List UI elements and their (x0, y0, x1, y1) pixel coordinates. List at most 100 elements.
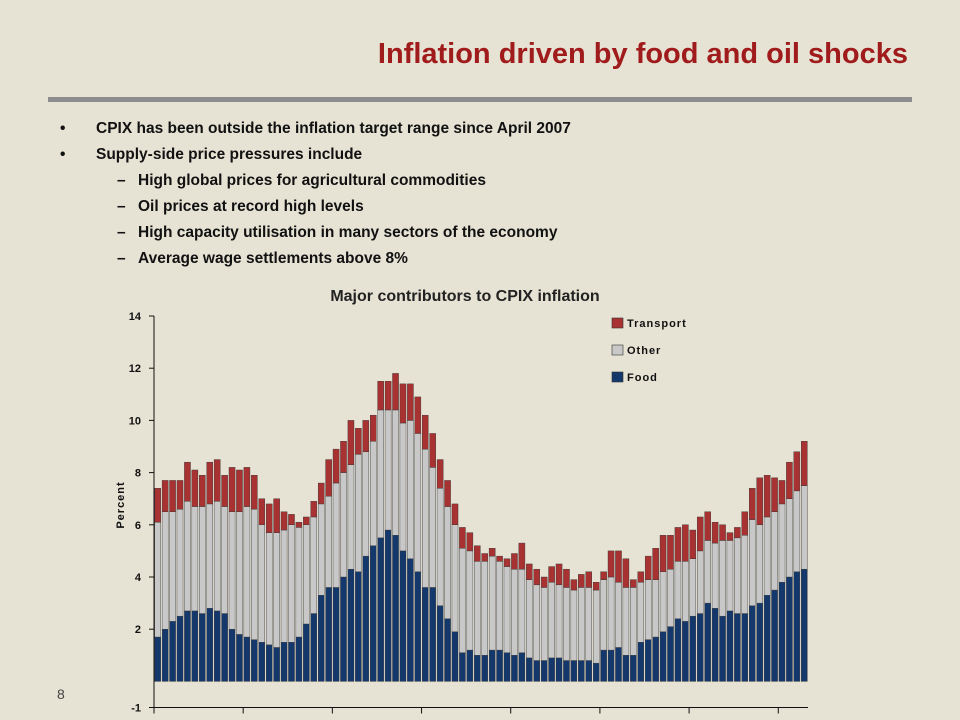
other-bar (644, 579, 652, 640)
food-bar (667, 626, 674, 682)
transport-bar (622, 558, 630, 588)
transport-bar (719, 524, 726, 541)
legend-swatch-other (611, 344, 624, 356)
other-bar (533, 584, 540, 661)
food-bar (466, 649, 474, 682)
other-bar (295, 527, 303, 638)
food-bar (481, 655, 488, 682)
other-bar (801, 485, 808, 570)
other-bar (191, 506, 199, 612)
food-bar (659, 631, 667, 682)
sub-bullet-marker: – (117, 250, 126, 267)
other-bar (213, 501, 221, 612)
food-bar (540, 660, 548, 682)
transport-bar (518, 542, 526, 570)
food-bar (310, 613, 318, 682)
other-bar (407, 420, 414, 559)
title-divider (48, 97, 912, 102)
food-bar (578, 660, 585, 682)
other-bar (169, 511, 176, 622)
other-bar (481, 561, 488, 656)
food-bar (340, 576, 347, 682)
food-bar (369, 545, 377, 682)
transport-bar (503, 558, 511, 567)
food-bar (161, 629, 169, 682)
transport-bar (630, 579, 637, 588)
food-bar (213, 610, 221, 682)
transport-bar (763, 475, 771, 518)
food-bar (199, 613, 206, 682)
food-bar (347, 568, 355, 682)
y-tick-label: 4 (135, 572, 142, 584)
other-bar (674, 561, 682, 619)
legend-swatch-food (611, 371, 624, 383)
other-bar (711, 542, 719, 609)
other-bar (251, 508, 258, 640)
bullet-item: • CPIX has been outside the inflation ta… (60, 120, 920, 146)
y-tick-label: 12 (129, 363, 141, 375)
other-bar (578, 587, 585, 661)
y-tick-label: 10 (129, 415, 141, 427)
food-bar (451, 631, 459, 682)
transport-bar (280, 511, 288, 531)
food-bar (644, 639, 652, 682)
food-bar (184, 610, 191, 682)
y-tick-label: 6 (135, 520, 141, 532)
other-bar (659, 571, 667, 633)
transport-bar (325, 459, 332, 497)
transport-bar (444, 480, 451, 507)
other-bar (258, 524, 265, 643)
food-bar (317, 595, 325, 682)
transport-bar (451, 503, 459, 526)
other-bar (630, 587, 637, 656)
food-bar (243, 636, 251, 682)
transport-bar (749, 488, 756, 520)
transport-bar (674, 527, 682, 562)
transport-bar (251, 475, 258, 510)
transport-bar (555, 563, 563, 586)
transport-bar (199, 475, 206, 507)
sub-bullet-marker: – (117, 198, 126, 215)
other-bar (749, 519, 756, 606)
food-bar (169, 621, 176, 682)
other-bar (763, 516, 771, 596)
transport-bar (265, 503, 273, 533)
other-bar (778, 503, 786, 583)
food-bar (295, 636, 303, 682)
bullet-text: CPIX has been outside the inflation targ… (96, 120, 571, 137)
other-bar (734, 537, 741, 614)
food-bar (793, 571, 801, 682)
legend-swatch-transport (611, 317, 624, 329)
food-bar (674, 618, 682, 682)
food-bar (734, 613, 741, 682)
transport-bar (362, 420, 370, 452)
transport-bar (369, 414, 377, 442)
other-bar (243, 506, 251, 638)
food-bar (422, 587, 429, 682)
food-bar (711, 608, 719, 682)
food-bar (592, 662, 600, 682)
transport-bar (592, 582, 600, 591)
transport-bar (801, 441, 808, 486)
other-bar (726, 540, 734, 612)
transport-bar (496, 555, 503, 562)
food-bar (749, 605, 756, 682)
other-bar (236, 511, 243, 635)
food-bar (377, 537, 384, 682)
transport-bar (347, 420, 355, 465)
food-bar (206, 608, 213, 682)
other-bar (161, 511, 169, 630)
transport-bar (295, 521, 303, 528)
other-bar (459, 548, 466, 653)
transport-bar (303, 516, 310, 525)
other-bar (548, 582, 555, 659)
transport-bar (741, 511, 749, 536)
food-bar (719, 615, 726, 682)
other-bar (199, 506, 206, 614)
sub-bullet-item: – Average wage settlements above 8% (60, 250, 920, 276)
food-bar (355, 571, 362, 682)
transport-bar (258, 498, 265, 526)
food-bar (251, 639, 258, 682)
food-bar (384, 529, 392, 682)
transport-bar (682, 524, 689, 562)
